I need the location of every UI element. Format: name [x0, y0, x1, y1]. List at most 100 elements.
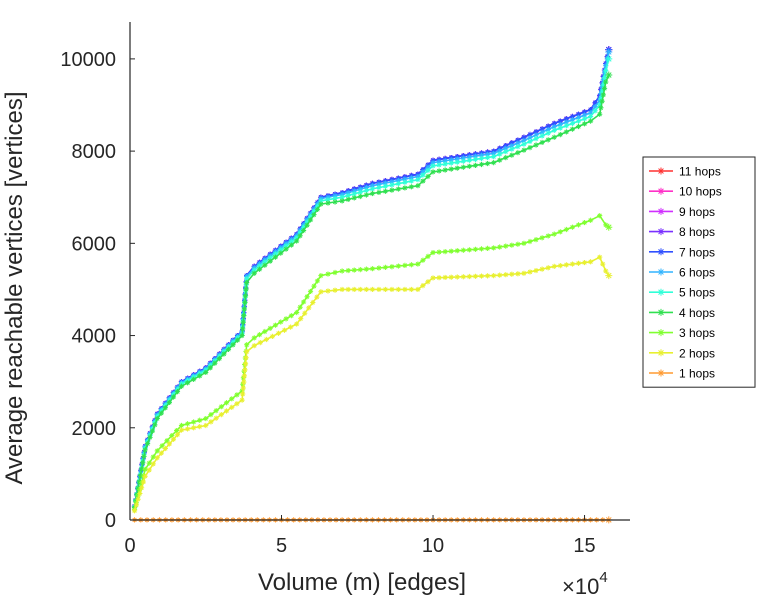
- data-point: [466, 163, 472, 169]
- data-point: [575, 114, 582, 121]
- data-point: [369, 286, 376, 293]
- data-point: [311, 208, 317, 215]
- data-point: [454, 274, 460, 280]
- data-point: [146, 467, 152, 473]
- data-point: [415, 286, 421, 293]
- data-point: [242, 361, 249, 367]
- data-point: [460, 274, 466, 280]
- data-point: [527, 145, 533, 151]
- legend-label: 3 hops: [679, 326, 715, 340]
- legend-label: 4 hops: [679, 306, 715, 320]
- data-point: [164, 438, 170, 444]
- data-point: [460, 247, 466, 253]
- series-line: [133, 58, 610, 508]
- data-point: [588, 110, 594, 116]
- data-point: [533, 267, 539, 274]
- legend-label: 7 hops: [679, 245, 715, 259]
- data-point: [603, 222, 609, 228]
- legend-label: 5 hops: [679, 286, 715, 300]
- data-point: [150, 461, 156, 467]
- series-2-hops: [131, 254, 613, 514]
- data-point: [166, 399, 172, 406]
- data-point: [569, 224, 576, 230]
- data-point: [521, 240, 527, 246]
- series-line: [133, 49, 610, 507]
- data-point: [599, 88, 605, 94]
- data-point: [325, 197, 331, 203]
- data-point: [288, 324, 294, 330]
- data-point: [283, 316, 289, 322]
- data-point: [314, 278, 321, 284]
- data-point: [563, 116, 569, 122]
- data-point: [545, 137, 551, 143]
- data-point: [601, 85, 608, 91]
- y-tick-label: 8000: [72, 141, 117, 163]
- data-point: [515, 271, 521, 277]
- data-point: [278, 250, 284, 256]
- data-point: [430, 160, 436, 166]
- data-point: [478, 152, 485, 158]
- data-point: [272, 251, 279, 257]
- data-point: [478, 155, 485, 162]
- data-point: [521, 137, 527, 144]
- data-point: [484, 245, 491, 252]
- data-point: [545, 265, 551, 271]
- data-point: [306, 305, 312, 311]
- data-point: [369, 266, 376, 272]
- legend-item: 11 hops: [649, 165, 721, 179]
- data-point: [142, 466, 148, 472]
- data-point: [657, 288, 665, 296]
- data-point: [332, 193, 338, 199]
- data-point: [242, 367, 248, 373]
- data-point: [551, 134, 557, 140]
- data-point: [345, 196, 351, 203]
- data-point: [357, 186, 363, 192]
- data-point: [389, 286, 395, 293]
- data-point: [262, 259, 268, 265]
- data-point: [311, 212, 317, 218]
- data-point: [478, 273, 485, 279]
- data-point: [484, 154, 491, 161]
- data-point: [244, 276, 250, 282]
- data-point: [240, 381, 246, 387]
- data-point: [539, 133, 545, 139]
- data-point: [533, 136, 539, 142]
- data-point: [318, 289, 324, 295]
- data-point: [569, 117, 576, 123]
- series-11-hops: [131, 46, 613, 509]
- x-axis-label: Volume (m) [edges]: [258, 569, 466, 596]
- data-point: [389, 179, 395, 185]
- data-point: [162, 405, 168, 411]
- data-point: [135, 496, 141, 502]
- data-point: [563, 129, 569, 135]
- data-point: [389, 187, 395, 193]
- data-point: [234, 337, 241, 343]
- data-point: [597, 93, 603, 99]
- data-point: [357, 267, 363, 273]
- data-point: [351, 286, 357, 293]
- data-point: [203, 415, 209, 422]
- data-point: [592, 104, 598, 110]
- data-point: [251, 270, 257, 276]
- data-point: [454, 156, 460, 162]
- data-point: [503, 243, 509, 249]
- data-point: [533, 237, 539, 243]
- data-point: [332, 287, 338, 293]
- data-point: [597, 102, 603, 108]
- data-point: [436, 275, 442, 281]
- legend-item: 1 hops: [649, 367, 715, 381]
- data-point: [339, 194, 345, 200]
- data-point: [262, 262, 268, 268]
- data-point: [454, 248, 460, 254]
- data-point: [170, 394, 177, 400]
- data-point: [297, 304, 303, 310]
- data-point: [509, 242, 515, 248]
- data-point: [420, 169, 426, 175]
- data-point: [152, 422, 158, 428]
- data-point: [657, 268, 665, 276]
- data-point: [539, 139, 545, 146]
- data-point: [563, 123, 569, 129]
- data-point: [240, 375, 247, 381]
- data-point: [545, 126, 551, 133]
- data-point: [369, 183, 376, 189]
